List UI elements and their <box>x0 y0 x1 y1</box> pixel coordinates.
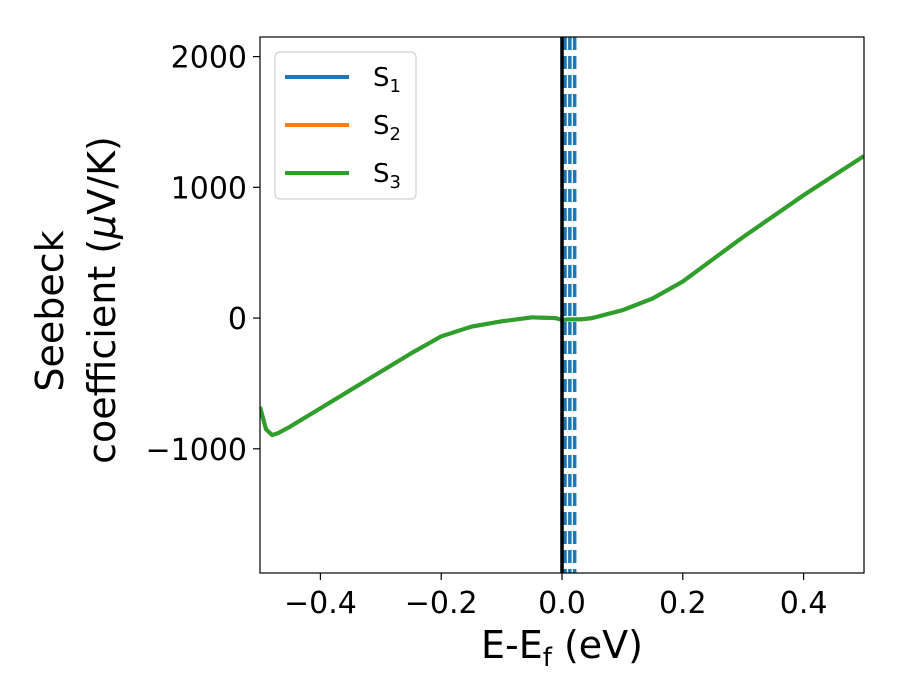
legend-label-s3: S3 <box>373 159 401 193</box>
y-axis-title: Seebeck coefficient (μV/K) <box>28 136 124 464</box>
x-tick-label: 0.0 <box>538 586 586 621</box>
legend-label-s1: S1 <box>373 63 401 97</box>
y-tick-label: 2000 <box>171 41 247 76</box>
y-tick-label: 0 <box>228 302 247 337</box>
plot-area <box>260 37 864 573</box>
legend-label-s2: S2 <box>373 111 401 145</box>
x-tick-label: 0.2 <box>659 586 707 621</box>
y-tick-label: −1000 <box>146 433 247 468</box>
series-line-s3 <box>260 154 864 438</box>
axis-ticks: −0.4 −0.2 0.0 0.2 0.4 −1000 0 1000 2000 <box>146 41 828 621</box>
x-tick-label: −0.2 <box>405 586 478 621</box>
y-axis-title-line2: coefficient (μV/K) <box>80 136 124 464</box>
x-axis-title: E-Ef (eV) <box>481 623 643 673</box>
legend: S1 S2 S3 <box>274 51 417 200</box>
x-tick-label: −0.4 <box>284 586 357 621</box>
y-tick-label: 1000 <box>171 171 247 206</box>
y-axis-title-line1: Seebeck <box>28 230 72 391</box>
x-tick-label: 0.4 <box>780 586 828 621</box>
